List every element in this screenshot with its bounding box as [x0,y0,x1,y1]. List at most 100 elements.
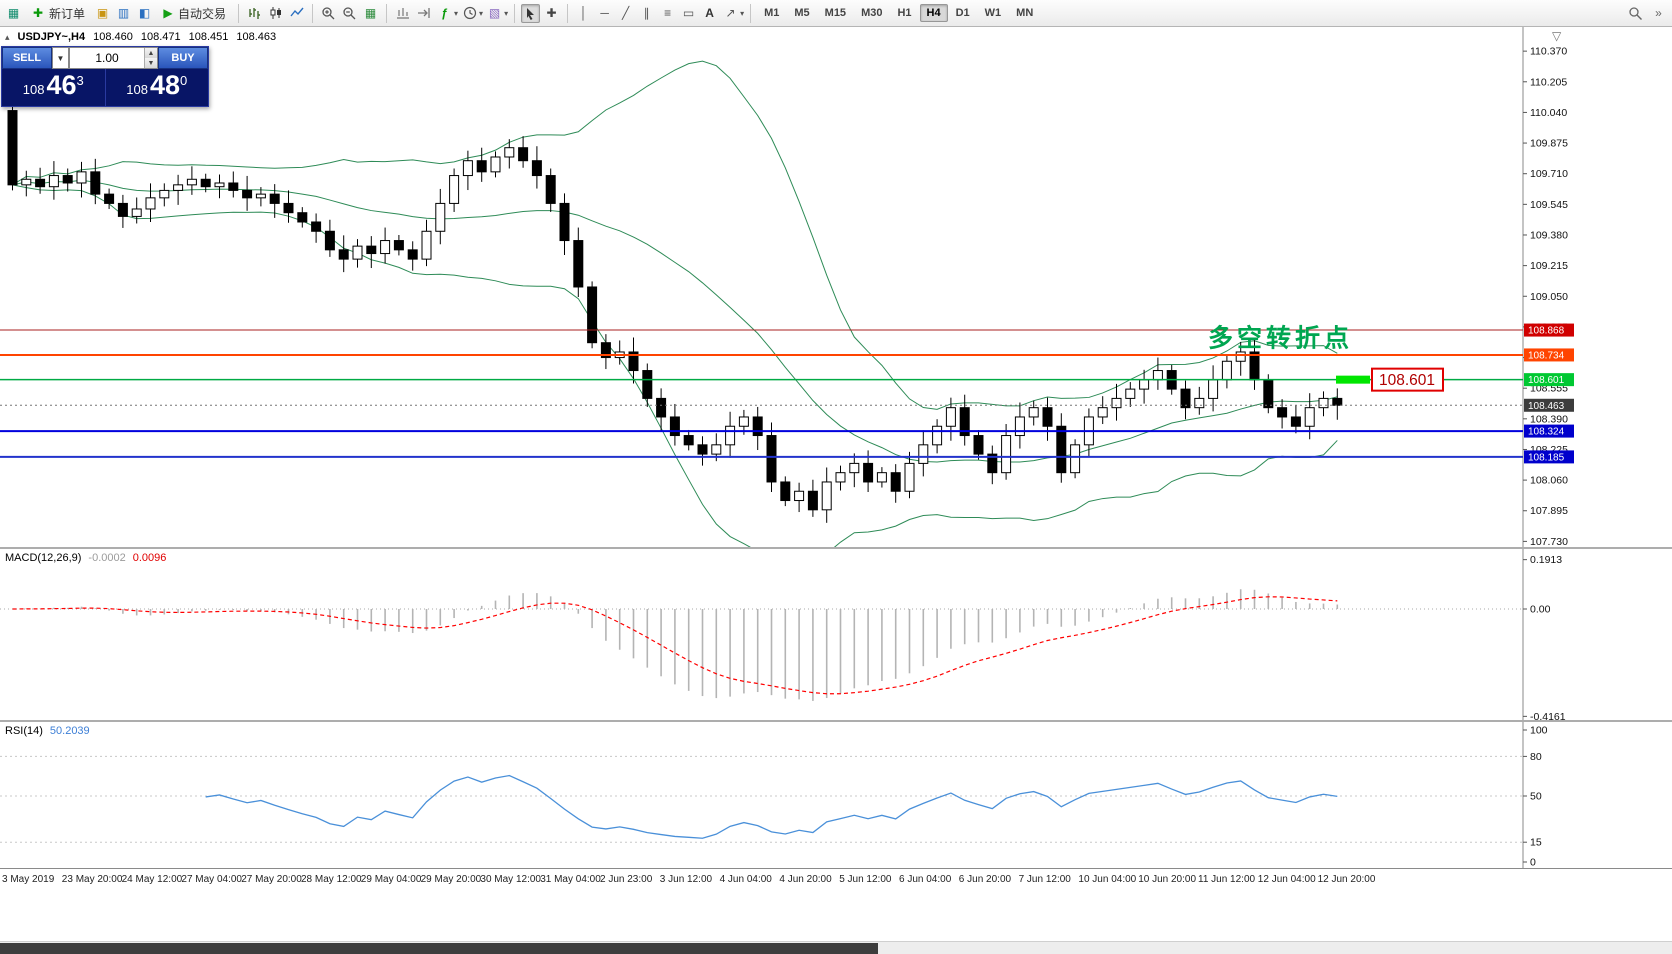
time-axis-label: 28 May 12:00 [301,874,362,885]
candle-body [421,230,432,260]
candle-body [90,171,101,195]
indicators-dropdown-icon[interactable]: ▾ [454,8,459,18]
ohlc-open: 108.460 [93,31,133,43]
buy-button[interactable]: BUY [158,47,208,69]
ohlc-close: 108.463 [236,31,277,43]
market-watch-icon[interactable]: ▥ [117,6,130,20]
scroll-end-marker[interactable]: ▽ [1552,29,1562,43]
candle-body [752,416,763,437]
volume-down-icon[interactable]: ▼ [144,58,157,68]
price-tick-label: 107.895 [1530,505,1568,517]
candle-body [380,240,391,255]
cursor-icon[interactable] [521,3,541,23]
candle-body [407,249,418,260]
candle-body [173,184,184,191]
price-tag [1524,323,1574,337]
callout-dash [1336,375,1370,384]
timeframe-mn[interactable]: MN [1016,7,1034,19]
line-chart-icon[interactable] [287,4,306,23]
rsi-canvas: 100 80 50 15 0 [0,722,1548,868]
candle-body [338,249,349,260]
auto-scroll-icon[interactable] [414,4,433,23]
rsi-tick-label: 100 [1530,725,1548,737]
price-tag-label: 108.734 [1528,350,1565,361]
toolbar-overflow-icon[interactable]: » [1655,6,1662,20]
annotation-text[interactable]: 多空转折点 [1208,323,1353,352]
horizontal-scrollbar-track[interactable] [0,941,1672,954]
time-axis: 3 May 2019 23 May 20:00 24 May 12:00 27 May… [0,868,1672,890]
candle-body [186,178,197,186]
callout-box[interactable] [1371,367,1444,392]
shapes-icon[interactable]: ▭ [682,6,695,20]
time-axis-label: 4 Jun 04:00 [719,874,772,885]
time-axis-label: 27 May 20:00 [241,874,302,885]
buy-price[interactable]: 108 48 0 [105,69,208,106]
candle-body [600,342,611,359]
candle-body [1070,444,1081,474]
trendline-icon[interactable]: ╱ [621,6,630,20]
crosshair-icon[interactable]: ✚ [546,6,557,20]
timeframe-m5[interactable]: M5 [794,7,810,19]
timeframe-d1[interactable]: D1 [955,7,970,19]
toolbar-separator [567,3,569,23]
arrows-dropdown-icon[interactable]: ▾ [740,8,745,18]
periods-dropdown-icon[interactable]: ▾ [479,8,484,18]
sell-price[interactable]: 108 46 3 [2,69,106,106]
timeframe-m15[interactable]: M15 [824,7,847,19]
volume-input[interactable] [70,48,144,68]
timeframe-h4[interactable]: H4 [919,4,948,22]
periods-icon[interactable] [460,4,479,23]
timeframe-bar: M1 M5 M15 M30 H1 H4 D1 W1 MN [757,4,1040,22]
timeframe-w1[interactable]: W1 [984,7,1002,19]
price-tag [1524,373,1574,387]
timeframe-m1[interactable]: M1 [764,7,780,19]
channel-icon[interactable]: ∥ [643,6,650,20]
fibonacci-icon[interactable]: ≡ [664,6,672,20]
sell-price-big: 46 [46,70,77,100]
horizontal-scrollbar-thumb[interactable] [0,943,878,954]
order-type-dropdown[interactable]: ▼ [52,47,69,69]
horizontal-line-icon[interactable]: ─ [600,6,609,20]
timeframe-m30[interactable]: M30 [861,7,883,19]
time-axis-label: 30 May 12:00 [480,874,541,885]
time-axis-label: 10 Jun 20:00 [1138,874,1197,885]
zoom-in-icon[interactable] [319,4,338,23]
price-tag-label: 108.868 [1528,326,1565,337]
bar-chart-icon[interactable] [245,4,264,23]
chart-shift-icon[interactable] [393,4,412,23]
macd-canvas: 0.1913 0.00 -0.4161 [0,549,1566,720]
timeframe-h1[interactable]: H1 [897,7,912,19]
rsi-label: RSI(14) [5,725,43,737]
chevron-down-icon: ▼ [56,53,65,63]
time-axis-label: 24 May 12:00 [121,874,183,885]
templates-dropdown-icon[interactable]: ▾ [504,8,509,18]
templates-icon[interactable]: ▧ [488,6,501,20]
vertical-line-icon[interactable]: │ [579,6,588,20]
candle-body [697,444,708,455]
candlestick-chart-icon[interactable] [266,4,285,23]
zoom-out-icon[interactable] [340,4,359,23]
candle-body [145,197,156,210]
price-tick-label: 109.380 [1530,229,1568,241]
arrows-icon[interactable]: ↗ [725,6,736,20]
indicators-icon[interactable]: ƒ [441,6,448,20]
candle-body [1263,379,1274,409]
main-chart-canvas: 110.370 110.205 110.040 109.875 109.710 109.5… [0,27,1574,547]
sell-button[interactable]: SELL [2,47,52,69]
chart-window-icon[interactable]: ▣ [96,6,109,20]
search-icon[interactable] [1626,4,1645,23]
candle-body [1194,397,1205,409]
symbol-arrow-icon: ▴ [5,31,10,42]
tile-windows-icon[interactable]: ▦ [364,6,377,20]
candle-body [490,156,501,173]
auto-trading-button[interactable]: ▶ 自动交易 [156,2,232,25]
time-axis-label: 5 Jun 12:00 [839,874,892,885]
new-order-button[interactable]: ✚ 新订单 [25,2,91,25]
text-label-icon[interactable]: A [705,6,714,20]
symbol-chart-icon[interactable]: ▦ [7,6,20,20]
navigator-icon[interactable]: ◧ [138,6,151,20]
volume-up-icon[interactable]: ▲ [144,48,157,58]
candle-body [587,286,598,344]
time-axis-label: 3 May 2019 [2,874,55,885]
time-axis-label: 7 Jun 12:00 [1018,874,1071,885]
